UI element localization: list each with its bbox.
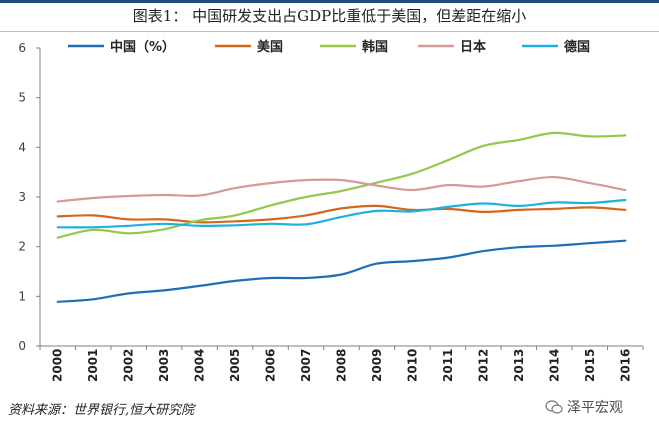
x-tick-label: 2005 <box>228 349 242 382</box>
x-tick-label: 2011 <box>441 349 455 382</box>
legend-label: 日本 <box>460 39 486 55</box>
x-tick-label: 2012 <box>476 349 490 382</box>
x-tick-label: 2007 <box>299 349 313 382</box>
x-tick-label: 2006 <box>264 349 278 382</box>
title-band <box>0 0 659 32</box>
x-tick-label: 2004 <box>193 349 207 382</box>
legend-label: 韩国 <box>362 39 388 55</box>
wechat-icon <box>545 400 563 414</box>
y-tick-label: 4 <box>18 140 26 154</box>
x-tick-label: 2015 <box>583 349 597 382</box>
x-tick-label: 2014 <box>547 349 561 382</box>
watermark-text: 泽平宏观 <box>567 400 623 416</box>
watermark: 泽平宏观 <box>545 397 623 417</box>
series-line-1 <box>56 204 627 224</box>
x-tick-label: 2009 <box>370 349 384 382</box>
x-tick-label: 2016 <box>618 349 632 382</box>
x-tick-label: 2001 <box>86 349 100 382</box>
y-tick-label: 3 <box>18 190 26 204</box>
x-tick-label: 2000 <box>51 349 65 382</box>
legend-label: 美国 <box>257 39 283 55</box>
x-tick-label: 2002 <box>122 349 136 382</box>
series-line-2 <box>56 131 627 239</box>
y-tick-label: 1 <box>18 289 26 303</box>
x-tick-label: 2003 <box>157 349 171 382</box>
legend-label: 中国（%） <box>110 39 175 55</box>
x-tick-label: 2013 <box>512 349 526 382</box>
legend-label: 德国 <box>564 39 590 55</box>
line-chart: 0 1 2 3 4 5 6 2000 2001 2002 2003 2004 2005 2006 2007 2… <box>18 39 644 382</box>
y-tick-label: 5 <box>18 91 26 105</box>
series-line-0 <box>56 239 627 303</box>
series-line-3 <box>56 175 627 203</box>
y-tick-label: 0 <box>18 339 26 353</box>
y-tick-label: 2 <box>18 240 26 254</box>
x-tick-label: 2008 <box>335 349 349 382</box>
series-line-4 <box>56 198 627 229</box>
chart-title: 图表1： 中国研发支出占GDP比重低于美国，但差距在缩小 <box>132 7 527 25</box>
source-note: 资料来源：世界银行,恒大研究院 <box>8 403 195 418</box>
x-tick-label: 2010 <box>405 349 419 382</box>
y-tick-label: 6 <box>18 41 26 55</box>
